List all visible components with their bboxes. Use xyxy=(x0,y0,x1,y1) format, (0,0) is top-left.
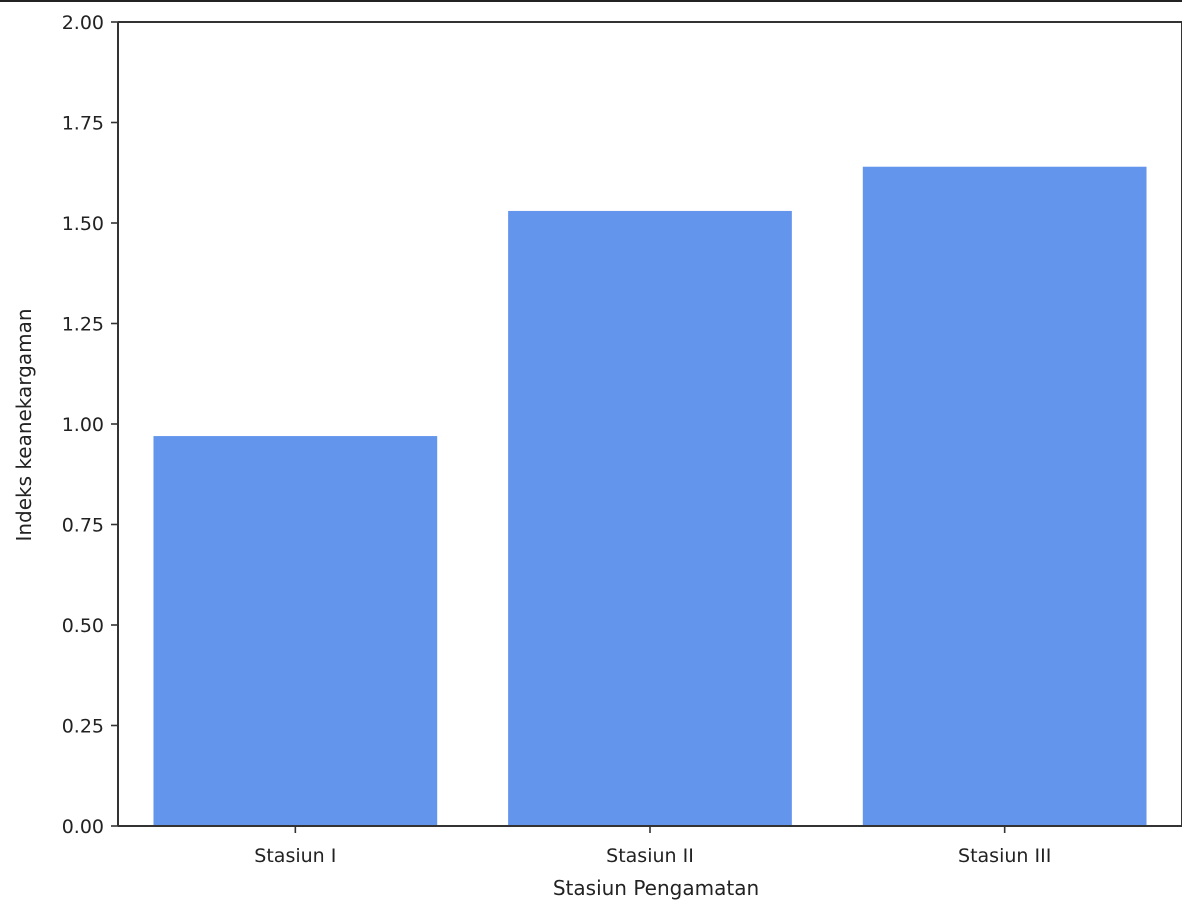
y-ticks-layer: 0.00 0.25 0.50 0.75 1.00 1.25 1.50 1.75 2.00 xyxy=(62,12,118,838)
x-tick-label: Stasiun III xyxy=(958,845,1051,867)
x-tick-label: Stasiun I xyxy=(254,845,336,867)
y-tick-label: 0.50 xyxy=(62,615,104,637)
y-tick-label: 1.50 xyxy=(62,213,104,235)
y-tick-label: 0.00 xyxy=(62,816,104,838)
x-axis-title: Stasiun Pengamatan xyxy=(553,876,759,900)
bar-2 xyxy=(508,210,792,826)
y-axis-title: Indeks keanekargaman xyxy=(12,308,36,541)
y-tick-label: 1.75 xyxy=(62,113,104,135)
x-ticks-layer: Stasiun I Stasiun II Stasiun III xyxy=(254,826,1051,867)
y-tick-label: 0.75 xyxy=(62,515,104,537)
bar-1 xyxy=(153,436,438,826)
bars-layer xyxy=(153,166,1147,827)
x-tick-label: Stasiun II xyxy=(606,845,694,867)
bar-3 xyxy=(862,166,1147,827)
y-tick-label: 0.25 xyxy=(62,716,104,738)
y-tick-label: 2.00 xyxy=(62,12,104,34)
y-tick-label: 1.25 xyxy=(62,314,104,336)
y-tick-label: 1.00 xyxy=(62,414,104,436)
